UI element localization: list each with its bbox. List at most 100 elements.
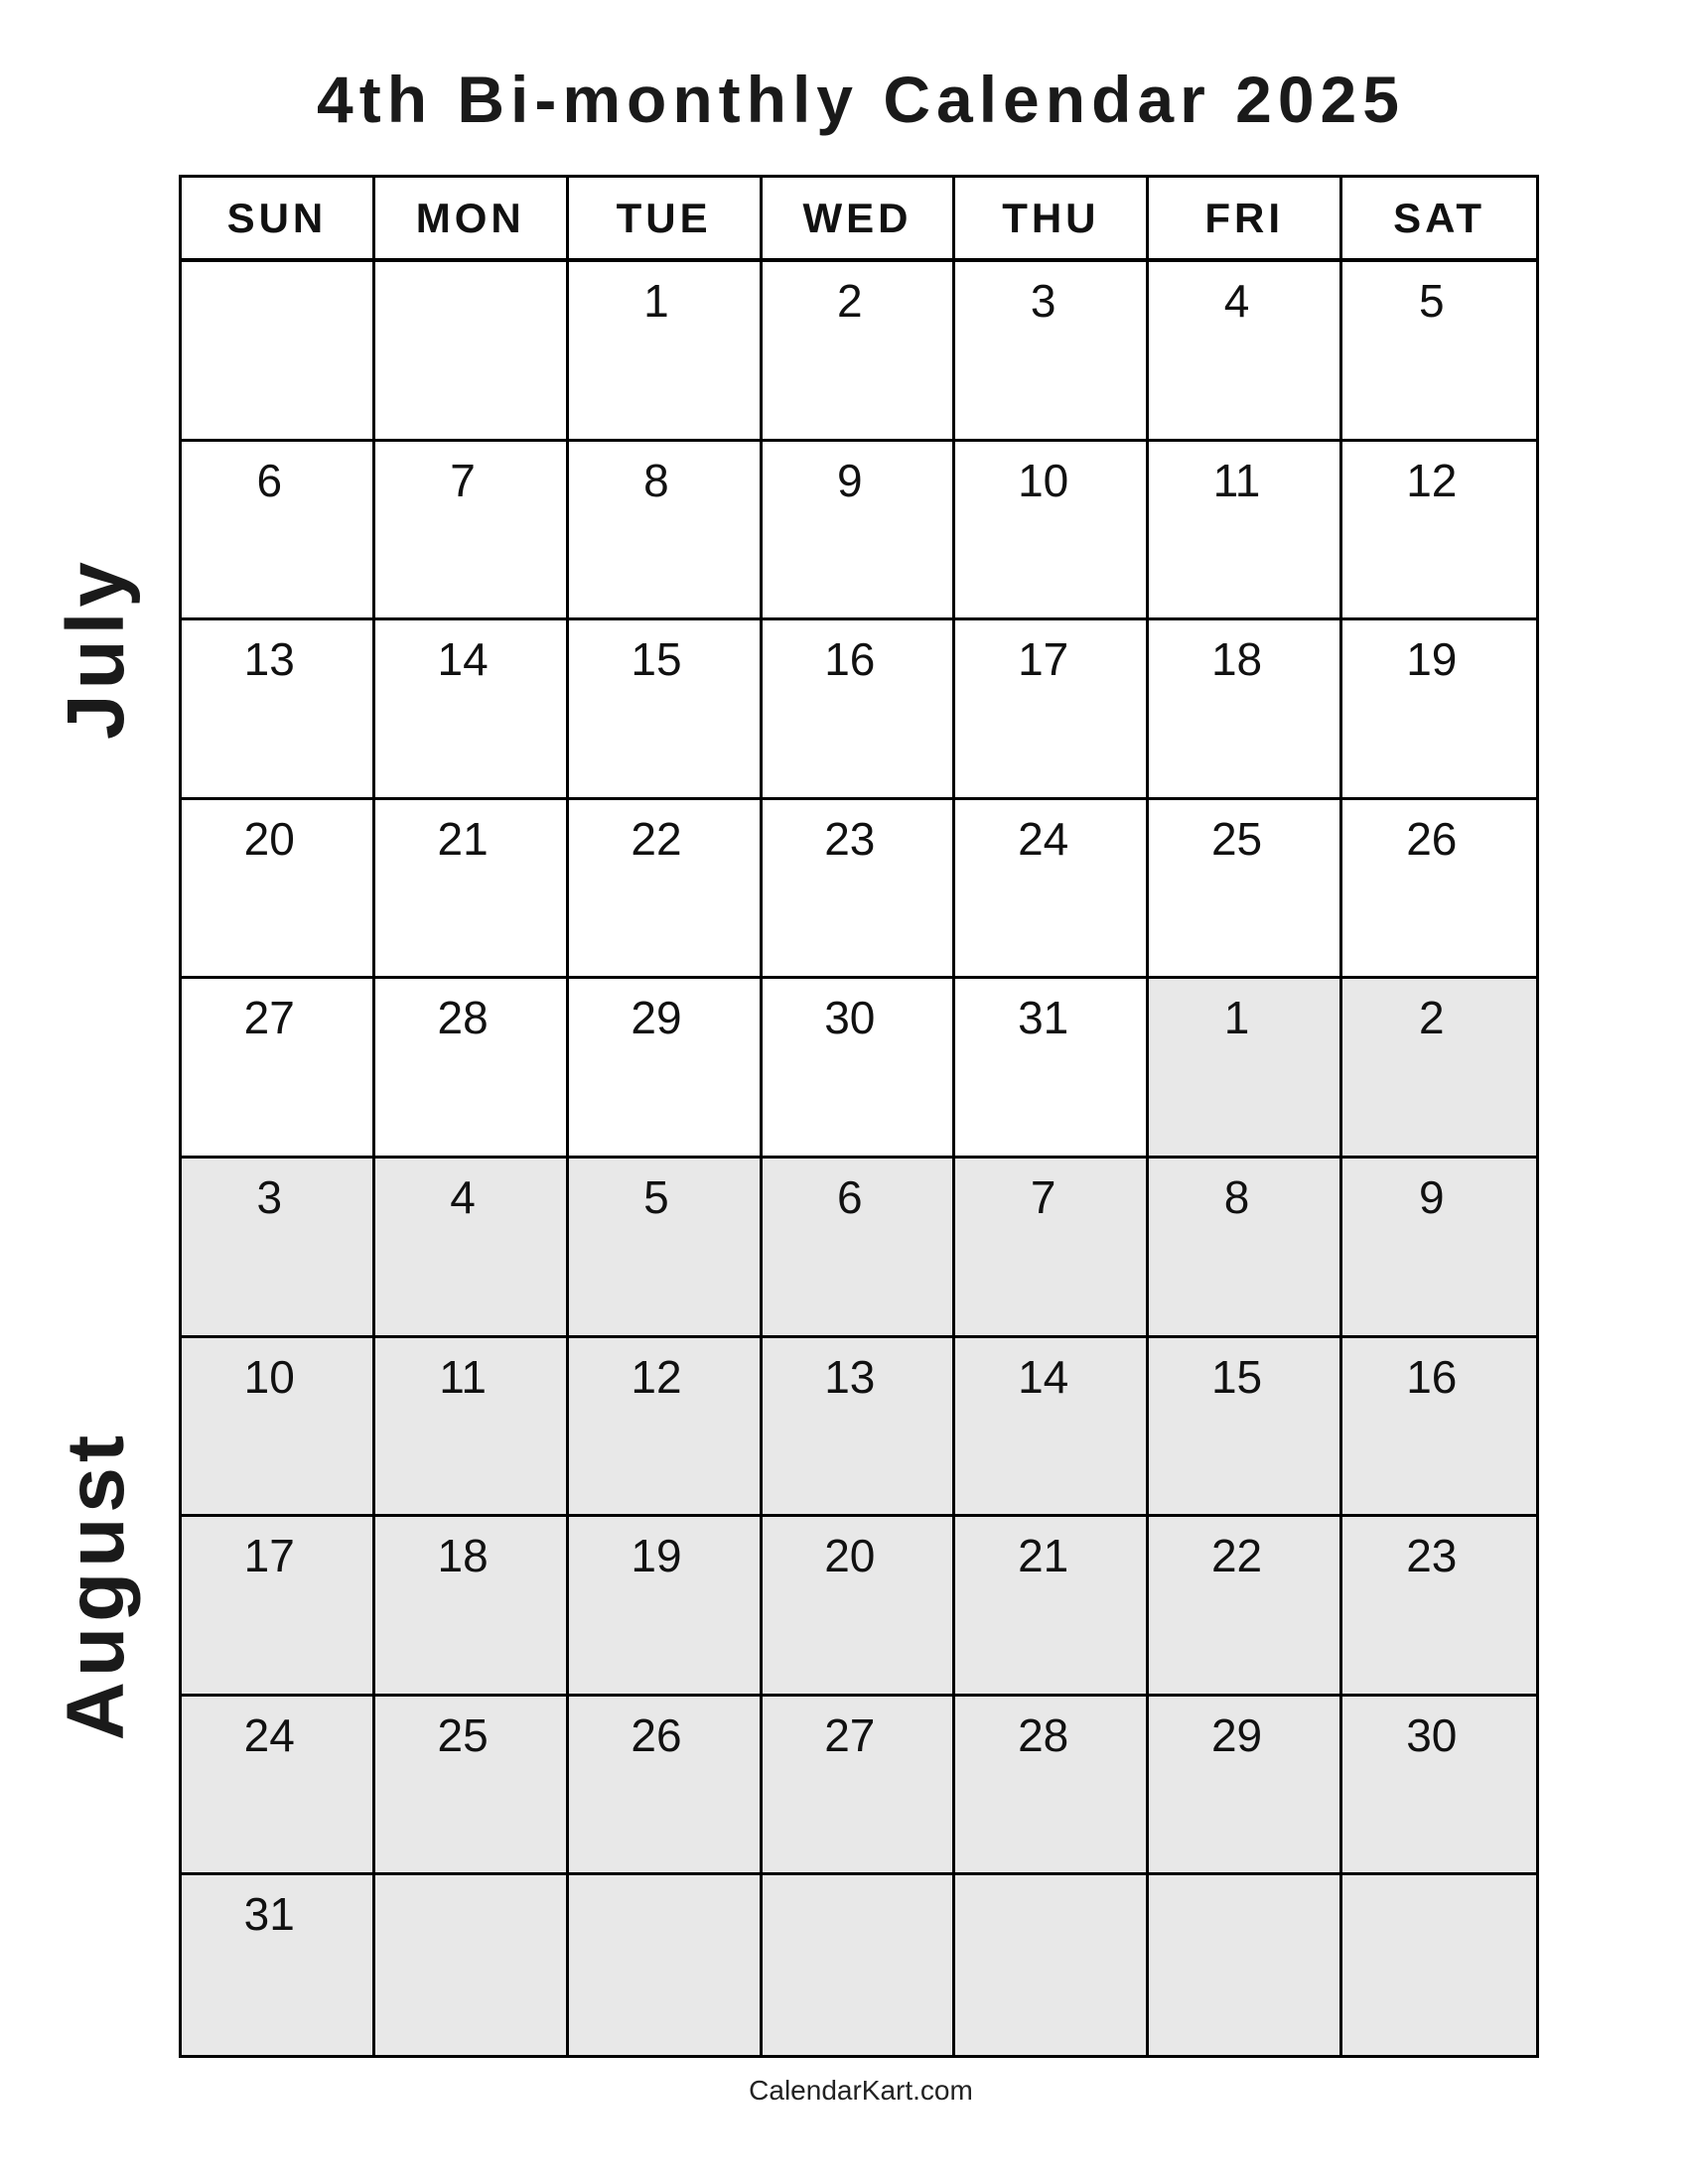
day-number: 7 (450, 454, 476, 506)
day-cell: 1 (1149, 979, 1343, 1159)
day-number: 6 (837, 1171, 863, 1223)
day-cell: 10 (182, 1337, 375, 1518)
day-cell (374, 262, 569, 442)
month-label-august: August (51, 1430, 141, 1741)
day-cell: 9 (762, 441, 956, 621)
day-cell: 25 (1149, 799, 1343, 980)
day-cell: 27 (762, 1696, 956, 1876)
day-number: 5 (1418, 275, 1445, 327)
day-number: 4 (1223, 275, 1250, 327)
weekday-header-sun: SUN (182, 178, 375, 262)
day-cell: 12 (568, 1337, 763, 1518)
day-number: 13 (243, 633, 295, 686)
day-number: 20 (824, 1530, 876, 1582)
day-number: 20 (243, 812, 295, 865)
day-number: 9 (837, 454, 863, 506)
day-number: 23 (824, 812, 876, 865)
day-cell: 17 (182, 1517, 375, 1697)
day-cell: 15 (1149, 1337, 1343, 1518)
day-number: 8 (1223, 1171, 1250, 1223)
day-cell: 8 (1149, 1159, 1343, 1338)
day-cell: 7 (374, 441, 569, 621)
day-number: 26 (1406, 812, 1458, 865)
day-cell: 6 (762, 1159, 956, 1338)
weekday-header-tue: TUE (568, 178, 763, 262)
day-number: 4 (450, 1171, 476, 1223)
day-cell: 3 (955, 262, 1150, 442)
day-cell: 18 (1149, 620, 1343, 800)
calendar-grid: SUN MON TUE WED THU FRI SAT 1 2 3 4 5 6 7 8 9 10 11 12 13 14… (179, 175, 1539, 2058)
day-number: 14 (437, 633, 489, 686)
day-cell: 20 (762, 1517, 956, 1697)
day-cell: 26 (1342, 799, 1536, 980)
day-number: 5 (643, 1171, 669, 1223)
day-number: 22 (1210, 1530, 1263, 1582)
weekday-header-wed: WED (762, 178, 956, 262)
day-cell: 29 (568, 979, 763, 1159)
day-cell: 16 (762, 620, 956, 800)
day-cell: 30 (762, 979, 956, 1159)
day-cell: 9 (1342, 1159, 1536, 1338)
day-cell: 12 (1342, 441, 1536, 621)
day-cell: 19 (1342, 620, 1536, 800)
day-cell: 29 (1149, 1696, 1343, 1876)
day-cell: 17 (955, 620, 1150, 800)
day-cell: 2 (762, 262, 956, 442)
day-number: 24 (243, 1708, 295, 1761)
day-cell: 24 (182, 1696, 375, 1876)
day-cell (1342, 1875, 1536, 2055)
day-number: 19 (631, 1530, 682, 1582)
weekday-header-fri: FRI (1149, 178, 1343, 262)
footer-site-name: CalendarKart.com (749, 2075, 973, 2106)
day-number: 6 (256, 454, 283, 506)
day-cell (568, 1875, 763, 2055)
day-number: 27 (824, 1708, 876, 1761)
day-number: 27 (243, 992, 295, 1044)
day-number: 28 (437, 992, 489, 1044)
day-number: 11 (1212, 454, 1261, 506)
day-number: 3 (1030, 275, 1056, 327)
page-title: 4th Bi-monthly Calendar 2025 (317, 63, 1405, 136)
day-cell: 21 (374, 799, 569, 980)
day-number: 2 (837, 275, 863, 327)
day-number: 17 (1018, 633, 1069, 686)
day-number: 31 (1018, 992, 1069, 1044)
day-number: 25 (1210, 812, 1263, 865)
day-number: 17 (243, 1530, 295, 1582)
month-label-july: July (51, 556, 141, 741)
day-cell: 4 (374, 1159, 569, 1338)
weekday-header-thu: THU (955, 178, 1150, 262)
day-cell: 27 (182, 979, 375, 1159)
weekday-header-sat: SAT (1342, 178, 1536, 262)
day-cell: 24 (955, 799, 1150, 980)
day-cell: 20 (182, 799, 375, 980)
day-number: 29 (631, 992, 682, 1044)
day-cell (762, 1875, 956, 2055)
day-number: 25 (437, 1708, 489, 1761)
day-cell: 25 (374, 1696, 569, 1876)
day-cell: 22 (568, 799, 763, 980)
day-cell: 18 (374, 1517, 569, 1697)
day-cell: 28 (374, 979, 569, 1159)
day-number: 15 (631, 633, 682, 686)
day-cell: 11 (374, 1337, 569, 1518)
day-cell: 31 (955, 979, 1150, 1159)
day-cell: 8 (568, 441, 763, 621)
day-number: 18 (437, 1530, 489, 1582)
day-cell (955, 1875, 1150, 2055)
day-number: 3 (256, 1171, 283, 1223)
day-number: 29 (1210, 1708, 1263, 1761)
day-cell: 2 (1342, 979, 1536, 1159)
day-cell: 14 (374, 620, 569, 800)
day-cell: 21 (955, 1517, 1150, 1697)
day-cell: 16 (1342, 1337, 1536, 1518)
day-cell (1149, 1875, 1343, 2055)
day-number: 16 (824, 633, 876, 686)
day-cell: 28 (955, 1696, 1150, 1876)
day-cell: 23 (762, 799, 956, 980)
day-number: 14 (1018, 1350, 1069, 1403)
day-number: 15 (1210, 1350, 1263, 1403)
day-cell: 4 (1149, 262, 1343, 442)
day-number: 28 (1018, 1708, 1069, 1761)
day-cell: 13 (182, 620, 375, 800)
